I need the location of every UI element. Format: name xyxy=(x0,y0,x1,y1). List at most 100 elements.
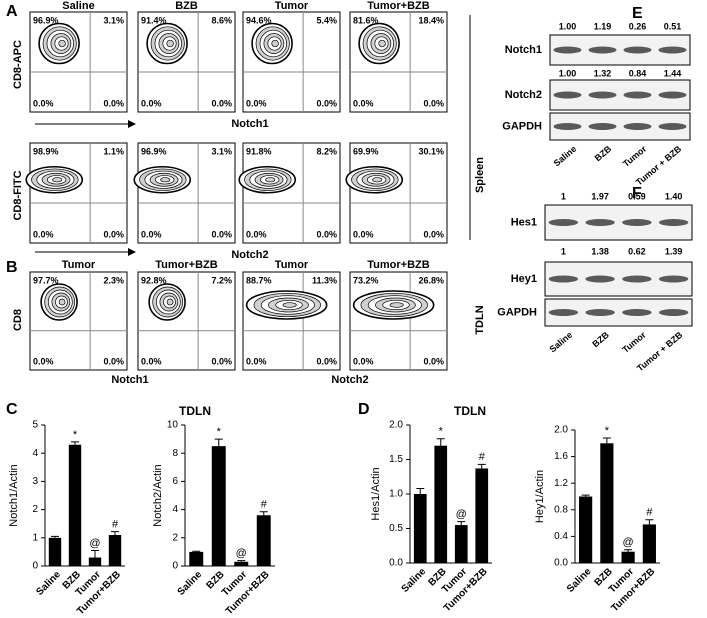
column-header: BZB xyxy=(175,0,198,12)
quadrant-percent: 0.0% xyxy=(316,356,337,366)
quadrant-percent: 2.3% xyxy=(103,275,124,285)
y-tick-label: 0.0 xyxy=(389,558,403,569)
significance-mark: # xyxy=(261,499,268,511)
panel-label: C xyxy=(6,401,18,418)
blot-band xyxy=(553,46,582,54)
band-ratio: 0.62 xyxy=(628,246,646,256)
quadrant-percent: 96.9% xyxy=(33,15,59,25)
band-ratio: 0.84 xyxy=(629,68,647,78)
quadrant-percent: 3.1% xyxy=(103,15,124,25)
error-bar xyxy=(416,487,425,494)
band-ratio: 1.97 xyxy=(591,191,609,201)
panel-title: TDLN xyxy=(454,404,486,418)
blot-band xyxy=(658,46,687,54)
quadrant-percent: 0.0% xyxy=(33,356,54,366)
y-axis-label: CD8-FITC xyxy=(12,170,24,220)
quadrant-percent: 0.0% xyxy=(353,356,374,366)
bar xyxy=(189,551,204,566)
bar xyxy=(108,534,122,566)
lane-label: Tumor xyxy=(620,329,648,355)
error-bar xyxy=(602,437,611,444)
quadrant-percent: 0.0% xyxy=(211,98,232,108)
bar xyxy=(454,525,468,563)
quadrant-percent: 0.0% xyxy=(141,356,162,366)
error-bar xyxy=(259,511,268,516)
blot-band xyxy=(553,91,582,99)
quadrant-percent: 81.6% xyxy=(353,15,379,25)
error-bar xyxy=(214,438,223,447)
contour xyxy=(166,298,174,306)
band-ratio: 1.00 xyxy=(559,68,577,78)
band-ratio: 1.32 xyxy=(594,68,612,78)
quadrant-percent: 0.0% xyxy=(246,98,267,108)
panel-label: F xyxy=(632,185,642,202)
quadrant-percent: 0.0% xyxy=(246,229,267,239)
error-bar xyxy=(624,549,633,552)
quadrant-percent: 0.0% xyxy=(103,356,124,366)
y-tick-label: 2.0 xyxy=(389,420,403,431)
error-bar xyxy=(581,494,590,497)
bar xyxy=(579,496,593,563)
blot-band xyxy=(548,275,579,283)
quadrant-percent: 73.2% xyxy=(353,275,379,285)
y-tick-label: 1 xyxy=(32,532,38,543)
plot-frame xyxy=(349,11,448,113)
y-tick-label: 2.0 xyxy=(554,425,568,436)
error-bar xyxy=(477,463,486,469)
contour xyxy=(372,177,383,183)
y-tick-label: 4 xyxy=(32,448,38,459)
blot-band xyxy=(548,219,579,226)
column-header: Tumor xyxy=(62,259,96,271)
significance-mark: # xyxy=(112,519,119,531)
y-axis-label: Notch1/Actin xyxy=(8,464,20,526)
contour xyxy=(389,302,404,308)
plot-frame xyxy=(349,142,448,244)
quadrant-percent: 97.7% xyxy=(33,275,59,285)
blot-band xyxy=(588,123,617,130)
y-tick-label: 1.0 xyxy=(389,489,403,500)
blot-band xyxy=(553,123,582,130)
column-header: Tumor xyxy=(275,259,309,271)
column-header: Tumor+BZB xyxy=(367,259,429,271)
quadrant-percent: 0.0% xyxy=(423,356,444,366)
y-tick-label: 8 xyxy=(172,448,178,459)
band-ratio: 1 xyxy=(561,246,566,256)
quadrant-percent: 3.1% xyxy=(211,146,232,156)
x-axis-label: Notch1 xyxy=(231,118,268,130)
y-tick-label: 4 xyxy=(172,504,178,515)
blot-band xyxy=(588,46,617,54)
panel-label: A xyxy=(6,3,18,20)
x-axis-label: Notch2 xyxy=(331,374,368,386)
error-bar xyxy=(436,438,445,446)
blot-band xyxy=(622,309,652,316)
column-header: Tumor+BZB xyxy=(155,259,217,271)
row-label: TDLN xyxy=(474,305,486,334)
y-tick-label: 1.5 xyxy=(389,454,403,465)
y-tick-label: 0 xyxy=(172,561,178,572)
plot-frame xyxy=(29,271,128,371)
blot-band xyxy=(585,219,615,226)
band-ratio: 1.40 xyxy=(665,191,683,201)
y-tick-label: 5 xyxy=(32,420,38,431)
quadrant-percent: 5.4% xyxy=(316,15,337,25)
blot-band xyxy=(658,91,687,99)
significance-mark: * xyxy=(439,426,444,438)
quadrant-percent: 69.9% xyxy=(353,146,379,156)
quadrant-percent: 91.4% xyxy=(141,15,167,25)
contour xyxy=(378,39,386,48)
bar xyxy=(48,537,62,566)
blot-band xyxy=(623,46,652,54)
significance-mark: @ xyxy=(236,548,247,560)
panel-title: TDLN xyxy=(179,404,211,418)
column-header: Tumor+BZB xyxy=(367,0,429,12)
significance-mark: * xyxy=(605,425,610,437)
significance-mark: * xyxy=(73,429,78,441)
row-label: Spleen xyxy=(474,157,486,193)
quadrant-percent: 0.0% xyxy=(353,98,374,108)
plot-frame xyxy=(29,142,128,244)
blot-band xyxy=(588,91,617,99)
y-axis-label: Hey1/Actin xyxy=(534,470,546,523)
band-name: Hes1 xyxy=(511,216,537,228)
quadrant-percent: 0.0% xyxy=(211,356,232,366)
